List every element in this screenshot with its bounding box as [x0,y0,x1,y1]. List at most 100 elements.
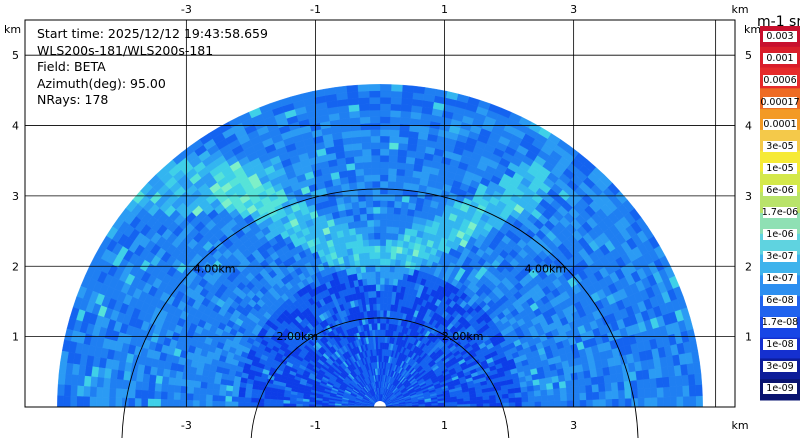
radar-gate [514,391,522,398]
colorbar-label-bg [763,207,797,218]
radar-gate [585,391,594,401]
radar-gate [579,392,587,401]
radar-gate [232,386,240,393]
radar-gate [384,258,391,266]
radar-gate [545,382,554,390]
radar-gate [397,233,405,242]
radar-gate [379,142,390,150]
radar-gate [379,226,387,234]
radar-gate [528,401,536,407]
radar-gate [359,122,371,131]
radar-gate [391,232,399,241]
radar-gate [649,377,658,389]
radar-gate [372,206,381,214]
colorbar-tick-label: 1.7e-08 [762,317,798,328]
radar-gate [141,381,150,392]
radar-gate [115,397,123,407]
radar-gate [389,116,401,124]
radar-gate [153,390,162,400]
radar-gate [389,110,401,118]
radar-gate [257,402,265,407]
radar-gate [371,167,381,176]
colorbar-tick-label: 1e-06 [766,229,793,240]
radar-gate [408,195,418,204]
radar-gate [635,369,644,381]
radar-gate [398,129,410,138]
radar-gate [192,400,200,407]
radar-gate [397,227,406,235]
radar-gate [360,135,372,144]
radar-gate [359,213,368,222]
radar-gate [362,245,370,254]
radar-gate [687,373,696,386]
radar-gate [115,379,124,390]
radar-gate [616,372,625,383]
radar-gate [187,379,195,388]
radar-gate [404,227,412,236]
radar-gate [352,142,363,151]
radar-gate [193,380,202,389]
radar-gate [379,122,391,130]
radar-gate [375,290,381,298]
radar-gate [368,96,381,105]
radar-gate [89,396,97,407]
radar-gate [89,386,97,398]
radar-gate [386,193,396,202]
radar-gate [371,290,377,298]
radar-gate [361,142,372,150]
radar-gate [390,90,403,99]
radar-gate [96,377,105,388]
radar-gate [70,385,78,397]
colorbar-tick-label: 6e-08 [766,295,793,306]
radar-gate [357,90,370,99]
radar-gate [347,97,360,106]
range-ring [121,188,639,438]
radar-gate [393,200,402,209]
radar-gate [161,376,170,385]
radar-gate [379,155,390,163]
radar-gate [599,398,607,407]
radar-gate [584,377,593,386]
plot-frame [24,19,736,408]
colorbar-label-bg [763,383,797,394]
radar-gate [166,399,174,407]
radar-gate [166,391,175,401]
radar-gate [379,303,384,311]
radar-gate [372,193,381,201]
radar-gate [395,252,402,261]
colorbar: m-1 sr-1 0.0030.0010.00060.000170.00013e… [757,14,800,401]
radar-gate [390,103,402,112]
radar-gate [128,389,136,399]
radar-gate [375,297,381,305]
radar-gate [95,386,104,398]
radar-gate [566,399,574,407]
radar-gate [508,402,516,407]
radar-gate [598,390,607,400]
radar-gate [386,213,394,221]
radar-gate [372,213,381,221]
radar-gate [389,129,400,137]
radar-gate [174,378,183,387]
radar-origin [374,401,386,407]
radar-gate [371,284,377,292]
radar-gate [212,395,220,402]
grid-lines [25,20,735,407]
radar-gate [367,226,375,234]
radar-gate [637,397,645,407]
radar-gate [295,400,303,405]
radar-gate [186,399,194,407]
radar-gate [63,395,71,407]
radar-gate [383,303,388,311]
radar-gate [533,389,542,397]
radar-gate [374,251,381,259]
radar-gate [379,213,388,221]
radar-gate [218,401,226,407]
radar-gate [276,403,284,407]
radar-gate [521,396,529,403]
radar-gate [108,397,116,407]
radar-gate [364,193,374,202]
radar-gate [363,174,373,182]
radar-gate [597,375,605,385]
radar-gate [610,381,619,392]
radar-gate [560,400,568,407]
